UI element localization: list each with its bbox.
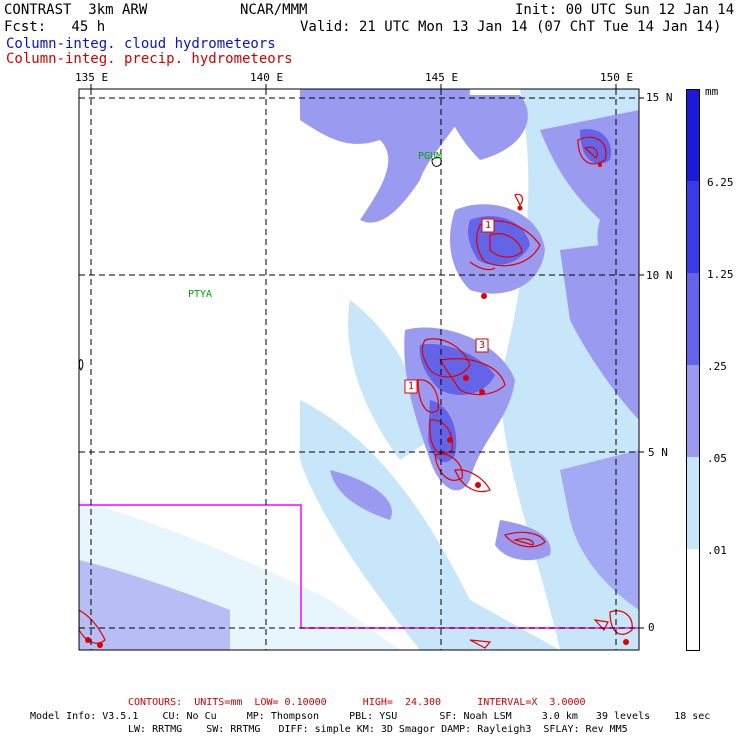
cloud-dark-core xyxy=(419,344,495,395)
lat-label-0: 0 xyxy=(648,621,655,634)
cloud-mid-region xyxy=(440,95,528,160)
contour-label: 1 xyxy=(485,220,492,231)
field-precip-label: Column-integ. precip. hydrometeors xyxy=(6,51,293,67)
colorbar-swatch xyxy=(686,365,700,457)
cloud-mid-region xyxy=(300,89,470,223)
cloud-mid-region xyxy=(560,450,639,610)
lat-label-10n: 10 N xyxy=(646,269,673,282)
init-time: Init: 00 UTC Sun 12 Jan 14 xyxy=(515,2,735,18)
colorbar-swatch xyxy=(686,549,700,651)
contour-label-boxes xyxy=(404,218,495,394)
guam-coastline xyxy=(431,157,442,167)
station-label-pgum: PGUM xyxy=(418,151,443,162)
precip-contours xyxy=(79,136,633,649)
colorbar-label: 1.25 xyxy=(707,268,734,281)
map-frame xyxy=(78,88,640,651)
field-cloud-label: Column-integ. cloud hydrometeors xyxy=(6,36,276,52)
palau-coastline xyxy=(78,359,84,371)
valid-time: Valid: 21 UTC Mon 13 Jan 14 (07 ChT Tue … xyxy=(300,19,722,35)
cloud-mid-region xyxy=(560,240,639,420)
colorbar-swatch xyxy=(686,181,700,273)
lat-label-5n: 5 N xyxy=(648,446,668,459)
cloud-light-region xyxy=(348,300,430,460)
lon-label-135: 135 E xyxy=(75,71,109,84)
cloud-mid-region xyxy=(495,520,551,561)
model-info: Model Info: V3.5.1 CU: No Cu MP: Thompso… xyxy=(30,711,711,722)
org-label: NCAR/MMM xyxy=(240,2,308,18)
forecast-hour: Fcst: 45 h xyxy=(4,19,106,35)
frame-ticks xyxy=(90,84,644,629)
model-title: CONTRAST 3km ARW xyxy=(4,2,148,18)
cloud-light-region xyxy=(300,400,560,650)
cloud-mid-region xyxy=(330,470,392,520)
contour-label: 1 xyxy=(408,381,415,392)
colorbar-swatch xyxy=(686,457,700,549)
colorbar-swatch xyxy=(686,89,700,182)
lat-lon-grid xyxy=(79,89,639,650)
colorbar-label: 6.25 xyxy=(707,176,734,189)
cloud-dark-core xyxy=(428,400,457,463)
contour-info: CONTOURS: UNITS=mm LOW= 0.10000 HIGH= 24… xyxy=(128,697,586,708)
lon-label-145: 145 E xyxy=(425,71,459,84)
lat-label-15n: 15 N xyxy=(646,91,673,104)
colorbar-label: .05 xyxy=(707,452,727,465)
station-label-ptya: PTYA xyxy=(188,289,213,300)
model-info-physics: LW: RRTMG SW: RRTMG DIFF: simple KM: 3D … xyxy=(128,724,628,735)
colorbar-swatch xyxy=(686,273,700,365)
colorbar-label: .01 xyxy=(707,544,727,557)
contour-label: 3 xyxy=(479,340,486,351)
lon-label-140: 140 E xyxy=(250,71,284,84)
colorbar-label: .25 xyxy=(707,360,727,373)
lon-label-150: 150 E xyxy=(600,71,634,84)
colorbar-units: mm xyxy=(705,85,719,98)
